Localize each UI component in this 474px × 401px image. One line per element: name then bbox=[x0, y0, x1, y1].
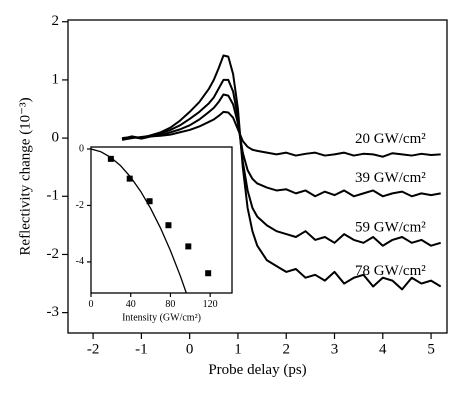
data-point bbox=[126, 175, 133, 182]
series-label: 59 GW/cm² bbox=[355, 219, 426, 235]
y-tick-label: -3 bbox=[47, 304, 60, 320]
x-tick-label: 40 bbox=[126, 299, 136, 310]
inset: 0 40 80 120 -4 -2 0 Intensity (GW/cm²) bbox=[76, 143, 233, 323]
main-plot: -2 -1 0 1 2 3 4 5 -3 -2 -1 0 1 2 Probe delay (ps) Refle… bbox=[17, 13, 448, 378]
x-tick-label: 3 bbox=[331, 342, 339, 358]
data-point bbox=[146, 198, 153, 205]
y-tick-label: 0 bbox=[52, 130, 60, 146]
y-tick-label: -2 bbox=[47, 246, 60, 262]
x-tick-label: 2 bbox=[282, 342, 290, 358]
y-tick-label: -4 bbox=[76, 256, 84, 267]
data-point bbox=[205, 270, 212, 277]
plot-frame bbox=[90, 146, 233, 294]
series-label: 39 GW/cm² bbox=[355, 170, 426, 186]
data-line bbox=[121, 54, 442, 291]
x-tick-label: 0 bbox=[186, 342, 194, 358]
data-line bbox=[90, 148, 187, 294]
data-line bbox=[121, 78, 442, 247]
plot-frame bbox=[67, 19, 448, 334]
data-line bbox=[121, 93, 441, 198]
x-axis-label: Probe delay (ps) bbox=[208, 362, 306, 378]
x-axis-label: Intensity (GW/cm²) bbox=[122, 312, 201, 323]
x-tick-label: -1 bbox=[135, 342, 148, 358]
series-label: 78 GW/cm² bbox=[355, 263, 426, 279]
y-axis-label: Reflectivity change (10⁻³) bbox=[17, 97, 33, 255]
data-point bbox=[165, 222, 172, 229]
x-tick-label: 5 bbox=[427, 342, 435, 358]
x-tick-label: 4 bbox=[379, 342, 387, 358]
x-tick-label: 120 bbox=[203, 299, 218, 310]
inset-background bbox=[91, 147, 232, 293]
data-point bbox=[107, 155, 114, 162]
y-tick-label: -1 bbox=[47, 188, 60, 204]
y-tick-label: 1 bbox=[52, 71, 60, 87]
x-tick-label: -2 bbox=[87, 342, 100, 358]
x-tick-label: 0 bbox=[89, 299, 94, 310]
y-tick-label: -2 bbox=[76, 200, 84, 211]
data-point bbox=[185, 243, 192, 250]
y-tick-label: 0 bbox=[79, 143, 84, 154]
x-tick-label: 80 bbox=[165, 299, 175, 310]
data-line bbox=[121, 110, 441, 158]
x-tick-label: 1 bbox=[234, 342, 242, 358]
y-tick-label: 2 bbox=[52, 13, 60, 29]
series-label: 20 GW/cm² bbox=[355, 131, 426, 147]
